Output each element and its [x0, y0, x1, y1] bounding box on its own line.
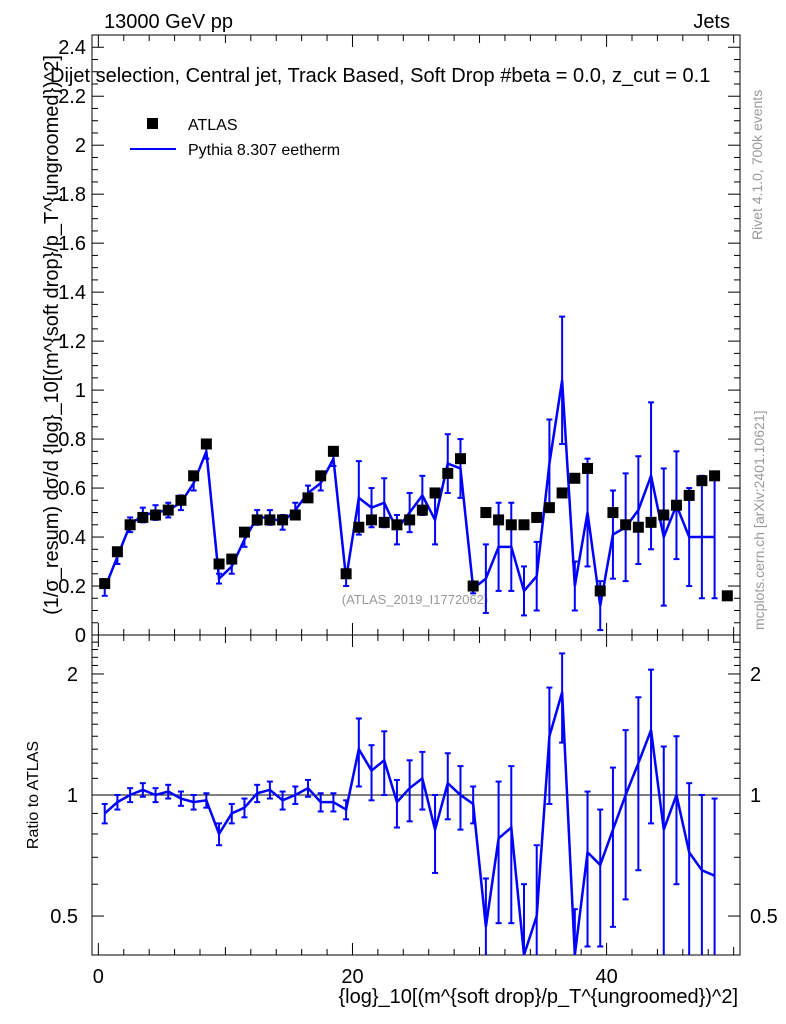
legend-mc-label: Pythia 8.307 eetherm [188, 142, 340, 159]
data-point [175, 494, 187, 506]
main-ytick-label: 0.2 [58, 576, 86, 598]
x-tick-label: 20 [341, 966, 363, 988]
rivet-label: Rivet 4.1.0, 700k events [749, 90, 765, 240]
x-tick-label: 0 [93, 966, 104, 988]
data-point [556, 487, 568, 499]
data-point [289, 509, 301, 521]
data-point [251, 514, 263, 526]
data-point [327, 445, 339, 457]
main-ytick-label: 0 [75, 625, 86, 647]
main-ytick-label: 2 [75, 135, 86, 157]
data-point [480, 507, 492, 519]
ratio-ytick-label-right: 2 [750, 664, 761, 686]
data-point [150, 509, 162, 521]
ratio-ytick-label-right: 0.5 [750, 906, 778, 928]
data-point [111, 546, 123, 558]
data-point [366, 514, 378, 526]
x-axis-label: {log}_10[(m^{soft drop}/p_T^{ungroomed})… [338, 986, 738, 1008]
data-point [213, 558, 225, 570]
legend-data-marker [147, 118, 158, 129]
data-point [569, 472, 581, 484]
data-point [442, 467, 454, 479]
data-point [302, 492, 314, 504]
data-point [518, 519, 530, 531]
main-ytick-label: 1.6 [58, 233, 86, 255]
data-point [658, 509, 670, 521]
data-point [277, 514, 289, 526]
data-point [493, 514, 505, 526]
main-ytick-label: 1.2 [58, 331, 86, 353]
ratio-ytick-label: 1 [67, 785, 78, 807]
data-point [378, 516, 390, 528]
data-point [137, 511, 149, 523]
main-ytick-label: 0.6 [58, 478, 86, 500]
ratio-ytick-label: 2 [67, 664, 78, 686]
main-y-axis-label: (1/σ_resum) dσ/d {log}_10[(m^{soft drop}… [41, 55, 63, 615]
data-point [99, 578, 111, 590]
data-point [645, 516, 657, 528]
data-point [353, 521, 365, 533]
data-point [683, 489, 695, 501]
data-point [238, 526, 250, 538]
data-point [264, 514, 276, 526]
main-ytick-label: 0.8 [58, 429, 86, 451]
data-point [162, 504, 174, 516]
ratio-line [103, 692, 716, 956]
data-point [467, 580, 479, 592]
data-point [607, 507, 619, 519]
data-point [505, 519, 517, 531]
data-point [315, 470, 327, 482]
data-point [416, 504, 428, 516]
energy-label: 13000 GeV pp [104, 11, 233, 33]
ratio-ytick-label: 0.5 [50, 906, 78, 928]
main-ytick-label: 2.4 [58, 37, 86, 59]
ratio-axis-ticks: 0.5 0.51 12 20 20 40 [50, 635, 778, 988]
data-point [670, 499, 682, 511]
main-ytick-label: 1.8 [58, 184, 86, 206]
process-label: Jets [693, 11, 730, 33]
main-ytick-label: 0.4 [58, 527, 86, 549]
data-point [696, 475, 708, 487]
analysis-tag: (ATLAS_2019_I1772062) [342, 592, 488, 607]
data-point [404, 514, 416, 526]
data-point [582, 462, 594, 474]
main-ytick-label: 1 [75, 380, 86, 402]
main-axis-ticks: 0 0.2 0.4 0.6 0.8 1 1.2 1.4 1.6 1.8 2 2.2 2.4 [58, 34, 740, 647]
data-point [391, 519, 403, 531]
main-ytick-label: 2.2 [58, 86, 86, 108]
data-point [200, 438, 212, 450]
data-point [709, 470, 721, 482]
data-point [721, 590, 733, 602]
data-series-main [99, 438, 733, 602]
mc-series-ratio [101, 652, 718, 956]
plot-title: Dijet selection, Central jet, Track Base… [50, 65, 710, 87]
data-point [531, 511, 543, 523]
ratio-ytick-label-right: 1 [750, 785, 761, 807]
legend-data-label: ATLAS [188, 117, 238, 134]
data-point [620, 519, 632, 531]
ratio-y-axis-label: Ratio to ATLAS [25, 741, 42, 849]
data-point [594, 585, 606, 597]
mcplots-label: mcplots.cern.ch [arXiv:2401.10621] [751, 411, 767, 630]
data-point [340, 568, 352, 580]
data-point [632, 521, 644, 533]
data-point [543, 502, 555, 514]
data-point [454, 453, 466, 465]
data-point [226, 553, 238, 565]
data-point [429, 487, 441, 499]
data-point [124, 519, 136, 531]
x-tick-label: 40 [595, 966, 617, 988]
main-ytick-label: 1.4 [58, 282, 86, 304]
data-point [188, 470, 200, 482]
